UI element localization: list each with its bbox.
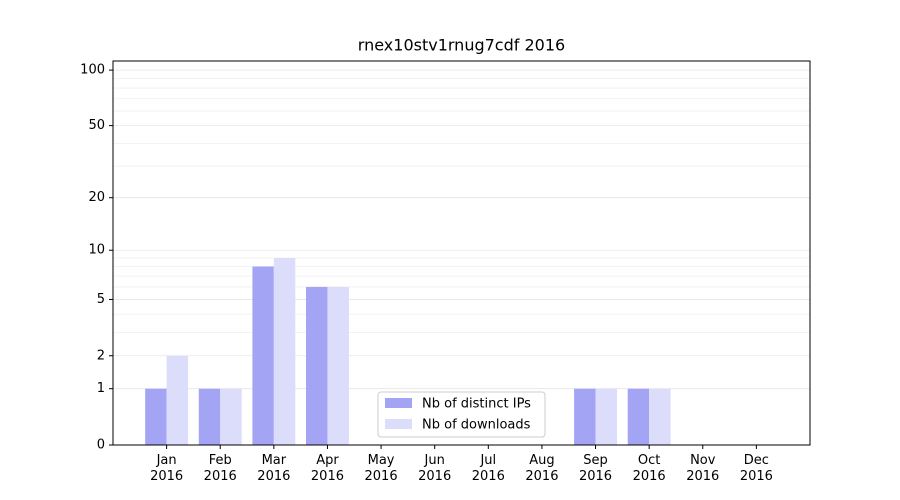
legend-swatch (385, 419, 412, 429)
y-tick-label: 100 (80, 63, 105, 78)
legend-swatch (385, 398, 412, 408)
bar (252, 266, 274, 445)
bar (198, 388, 221, 445)
y-tick-label: 1 (97, 381, 105, 396)
plot-frame (112, 60, 811, 446)
bar (649, 388, 671, 445)
y-tick-label: 5 (97, 292, 105, 307)
bar (627, 388, 650, 445)
y-tick-label: 0 (97, 438, 105, 453)
bar (327, 286, 349, 445)
y-tick-label: 20 (88, 190, 105, 205)
y-tick-label: 2 (97, 348, 105, 363)
bar (220, 388, 242, 445)
legend-label: Nb of distinct IPs (422, 397, 531, 412)
legend-label: Nb of downloads (422, 418, 531, 433)
bar (166, 355, 189, 445)
x-tick-label: Sep 2016 (578, 453, 613, 484)
x-tick-label: Aug 2016 (525, 453, 559, 484)
x-tick-label: Dec 2016 (739, 453, 773, 484)
bar (145, 388, 167, 445)
x-tick-label: Jul 2016 (471, 453, 505, 484)
bar (306, 286, 328, 445)
x-tick-label: Mar 2016 (257, 453, 291, 484)
bar (273, 257, 296, 445)
x-tick-label: May 2016 (364, 453, 398, 484)
x-tick-label: Apr 2016 (310, 453, 344, 484)
x-tick-label: Jun 2016 (418, 453, 452, 484)
legend: Nb of distinct IPs Nb of downloads (377, 391, 546, 438)
x-tick-label: Jan 2016 (150, 453, 184, 484)
chart-title: rnex10stv1rnug7cdf 2016 (358, 36, 565, 55)
y-tick-label: 10 (88, 243, 105, 258)
y-tick-label: 50 (88, 118, 105, 133)
legend-box (377, 391, 546, 438)
x-tick-label: Feb 2016 (203, 453, 237, 484)
x-tick-label: Nov 2016 (686, 453, 720, 484)
x-tick-label: Oct 2016 (632, 453, 666, 484)
bar (574, 388, 596, 445)
bar (595, 388, 617, 445)
